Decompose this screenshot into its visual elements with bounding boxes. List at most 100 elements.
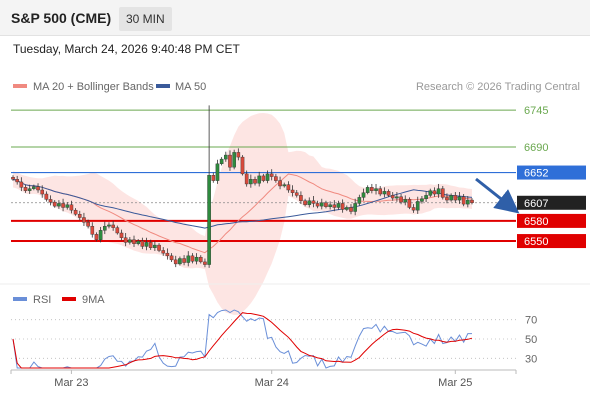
candle [403,195,408,206]
candle [395,192,399,202]
rsi-tick-label: 70 [525,315,537,327]
rsi-legend-swatch [13,297,27,301]
rsi-tick-label: 30 [525,353,537,365]
forecast-arrow [475,177,520,214]
candle [52,200,57,208]
candle [182,255,186,266]
candle [386,189,391,197]
candle [207,105,211,268]
bollinger-band-layer [13,113,472,315]
x-tick-label: Mar 25 [438,377,472,389]
candle [19,177,24,192]
candle [407,197,412,210]
rsi-panel: 70 50 30 [11,309,537,369]
candle [186,251,191,267]
level-label-support: 6580 [524,216,548,228]
level-tags: 6745 6690 6652 6607 6580 6550 [517,105,586,249]
candle [345,205,349,212]
level-tag-last [517,195,586,210]
candle [107,222,111,229]
candle [411,204,416,213]
level-lines [11,109,516,243]
candle [461,194,466,207]
candle [65,202,70,210]
candle [244,170,249,187]
candle [115,225,120,235]
candle [307,197,312,208]
candle [249,174,253,188]
candle [15,175,19,185]
candle [236,148,241,161]
candle [123,232,128,247]
candle [432,187,437,197]
candle [119,229,124,241]
ma50-legend-label: MA 50 [175,81,206,93]
candle [370,183,374,194]
candle [178,256,182,266]
candle [57,200,61,209]
x-axis-labels: Mar 23 Mar 24 Mar 25 [10,370,517,389]
candle [111,220,115,231]
level-label-target: 6745 [524,105,548,117]
candle [449,193,453,202]
candle [128,237,132,245]
candle [265,170,270,184]
timeframe-badge[interactable]: 30 MIN [119,7,172,31]
rsi-ma-legend-swatch [62,297,76,301]
candle [378,185,383,197]
ma20-legend-swatch [13,84,27,88]
level-label-resistance: 6652 [524,168,548,180]
candle [290,185,295,197]
candle [102,221,107,235]
candle [261,173,266,183]
candle [340,199,345,213]
candle [436,183,441,198]
candle [299,191,303,204]
candle [27,184,32,194]
rsi-legend-label: RSI [33,294,51,306]
candle [98,226,103,243]
candle [232,149,236,170]
candle [23,184,28,193]
candle [36,183,40,193]
candle [224,151,228,162]
candle [73,208,78,216]
candle [40,185,45,198]
candle [424,191,428,202]
candle [77,210,82,221]
candle [132,235,136,247]
candle [278,176,282,190]
candle [198,255,203,264]
candle [219,157,224,166]
candle [215,159,220,184]
candle [303,198,307,207]
x-tick-label: Mar 24 [255,377,289,389]
ma50-line [12,178,473,229]
level-label-target: 6690 [524,142,548,154]
rsi-ma-legend-label: 9MA [82,294,105,306]
candle [153,241,157,251]
candle [228,150,232,171]
candle [257,171,261,187]
candle [148,239,153,250]
level-label-support: 6550 [524,236,548,248]
candle [353,198,357,216]
candle [440,185,445,200]
candle [357,194,362,206]
candle [169,253,174,263]
candle [336,200,341,210]
instrument-title: S&P 500 (CME) [11,10,112,26]
ma20-legend-label: MA 20 + Bollinger Bands [33,81,154,93]
candle [165,248,170,260]
candle [390,192,395,201]
candle [453,192,458,203]
candle [136,239,140,246]
candle [140,237,145,250]
chart-header: S&P 500 (CME) 30 MIN [0,0,590,36]
candle [32,184,36,191]
candle [282,182,287,188]
candle [203,258,207,268]
candle [374,183,378,195]
candle [173,255,178,268]
